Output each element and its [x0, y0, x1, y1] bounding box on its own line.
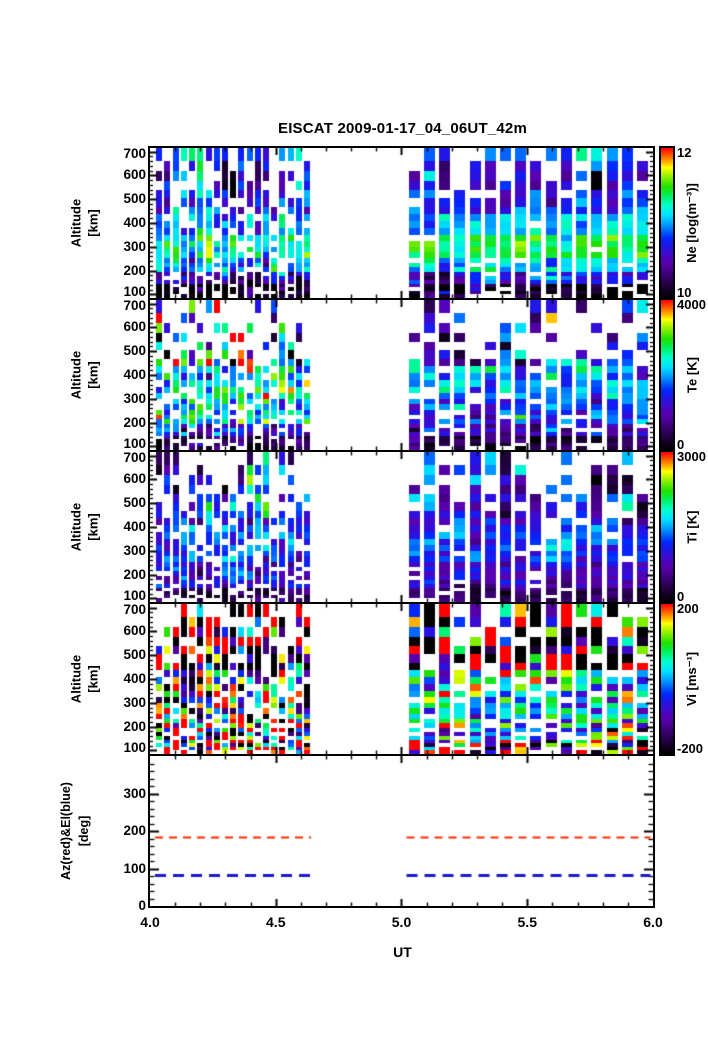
- colorbar-ne: [659, 146, 675, 300]
- ut-tick-label: 5.5: [517, 914, 537, 930]
- altitude-tick-label: 600: [123, 471, 146, 487]
- panel-te: [148, 298, 655, 452]
- colorbar-min-label: -200: [677, 741, 704, 756]
- altitude-tick-label: 700: [123, 602, 146, 617]
- altitude-axis-label-line1: Altitude: [68, 654, 84, 704]
- angle-axis-label-line1: Az(red)&El(blue): [59, 782, 73, 880]
- chart-title: EISCAT 2009-01-17_04_06UT_42m: [277, 120, 527, 137]
- altitude-tick-label: 500: [123, 647, 146, 663]
- ut-tick-label: 5.0: [391, 914, 412, 930]
- altitude-tick-label: 400: [123, 215, 146, 230]
- altitude-tick-label: 700: [123, 146, 146, 161]
- altitude-tick-label: 600: [123, 623, 146, 639]
- heatmap-canvas-ne: [150, 148, 653, 298]
- altitude-tick-label: 200: [123, 414, 146, 430]
- colorbar-unit-label: Te [K]: [684, 357, 700, 393]
- angle-tick-label: 100: [123, 860, 146, 876]
- altitude-tick-label: 300: [123, 238, 146, 254]
- ut-tick-label: 6.0: [643, 914, 663, 930]
- angle-tick-label: 0: [138, 898, 146, 913]
- heatmap-canvas-ti: [150, 452, 653, 602]
- altitude-tick-label: 600: [123, 167, 146, 183]
- altitude-axis-label-line2: [km]: [85, 209, 101, 237]
- altitude-tick-label: 100: [123, 740, 146, 755]
- angle-panel: [148, 754, 655, 908]
- panel-ti: [148, 450, 655, 604]
- altitude-axis-label-line1: Altitude: [68, 502, 84, 552]
- altitude-axis-label-line2: [km]: [85, 665, 101, 693]
- colorbar-unit-label: Ti [K]: [684, 510, 700, 544]
- ut-tick-label: 4.5: [266, 914, 286, 930]
- altitude-axis-label-line2: [km]: [85, 361, 101, 389]
- colorbar-vi: [659, 602, 675, 756]
- altitude-tick-label: 400: [123, 367, 146, 382]
- colorbar-min-label: 0: [677, 589, 685, 604]
- colorbar-min-label: 10: [677, 285, 692, 300]
- x-axis-label: UT: [393, 944, 412, 960]
- altitude-axis-label-line1: Altitude: [68, 350, 84, 400]
- colorbar-unit-label: Ne [log(m⁻³)]: [684, 183, 699, 263]
- colorbar-ti: [659, 450, 675, 604]
- altitude-tick-label: 200: [123, 718, 146, 734]
- heatmap-canvas-te: [150, 300, 653, 450]
- panel-ne: [148, 146, 655, 300]
- ut-tick-label: 4.0: [140, 914, 160, 930]
- colorbar-max-label: 3000: [677, 449, 706, 464]
- altitude-tick-label: 500: [123, 191, 146, 207]
- altitude-tick-label: 300: [123, 694, 146, 710]
- altitude-axis-label-line1: Altitude: [68, 198, 84, 248]
- colorbar-max-label: 200: [677, 601, 699, 616]
- altitude-axis-label-line2: [km]: [85, 513, 101, 541]
- altitude-tick-label: 200: [123, 566, 146, 582]
- colorbar-max-label: 4000: [677, 297, 706, 312]
- panel-vi: [148, 602, 655, 756]
- altitude-tick-label: 200: [123, 262, 146, 278]
- angle-tick-label: 200: [123, 823, 146, 838]
- angle-canvas: [150, 756, 653, 906]
- altitude-tick-label: 700: [123, 298, 146, 313]
- altitude-tick-label: 600: [123, 319, 146, 335]
- altitude-tick-label: 400: [123, 671, 146, 686]
- altitude-tick-label: 700: [123, 450, 146, 465]
- angle-axis-label-line2: [deg]: [77, 815, 91, 847]
- colorbar-min-label: 0: [677, 437, 685, 452]
- colorbar-unit-label: Vi [ms⁻¹]: [684, 651, 699, 707]
- angle-tick-label: 300: [123, 785, 146, 801]
- altitude-tick-label: 400: [123, 519, 146, 534]
- colorbar-te: [659, 298, 675, 452]
- altitude-tick-label: 100: [123, 588, 146, 603]
- altitude-tick-label: 500: [123, 495, 146, 511]
- altitude-tick-label: 500: [123, 343, 146, 359]
- altitude-tick-label: 100: [123, 436, 146, 451]
- heatmap-canvas-vi: [150, 604, 653, 754]
- altitude-tick-label: 300: [123, 390, 146, 406]
- altitude-tick-label: 100: [123, 284, 146, 299]
- altitude-tick-label: 300: [123, 542, 146, 558]
- colorbar-max-label: 12: [677, 145, 692, 160]
